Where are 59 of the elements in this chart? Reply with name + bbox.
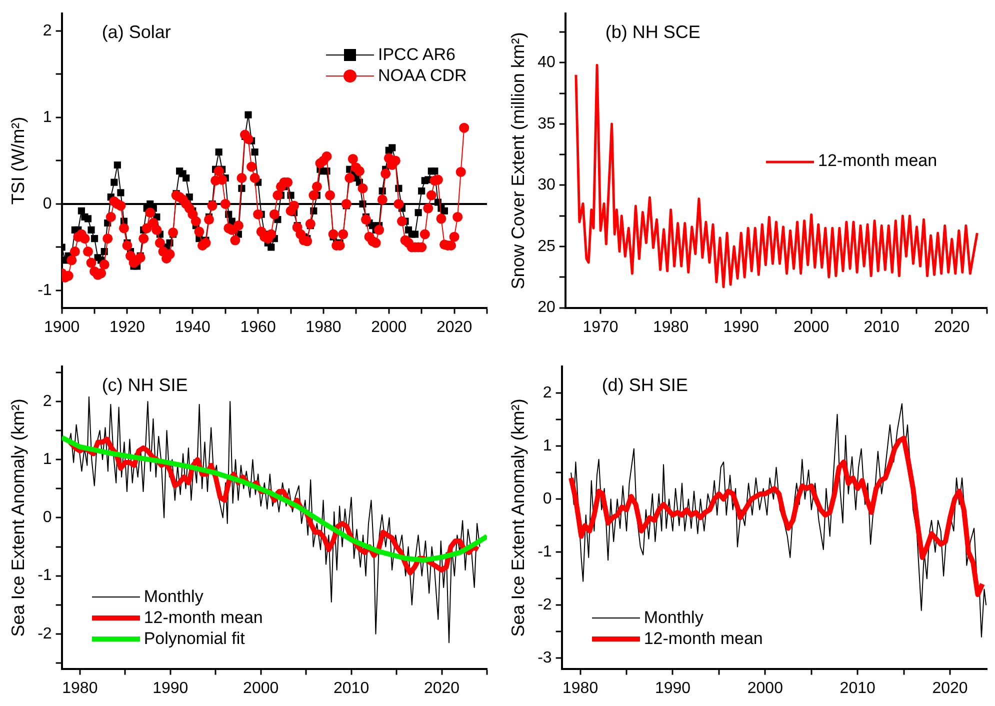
y-tick-label: 0 xyxy=(42,509,52,526)
y-tick-label: 0 xyxy=(542,490,552,508)
y-tick-label: 30 xyxy=(538,176,556,194)
x-tick-label: 2000 xyxy=(371,318,407,336)
y-tick-label: 40 xyxy=(538,54,556,72)
y-tick-label: -1 xyxy=(538,544,552,561)
legend-label: NOAA CDR xyxy=(377,64,467,86)
x-tick-label: 1970 xyxy=(582,318,618,336)
x-tick-label: 1920 xyxy=(109,318,146,336)
x-tick-label: 1980 xyxy=(653,318,689,336)
x-tick-label: 2010 xyxy=(840,680,876,697)
x-tick-label: 2000 xyxy=(794,318,830,336)
x-tick-label: 1960 xyxy=(240,318,276,336)
text: (b) NH SCE xyxy=(605,22,700,43)
y-tick-label: -2 xyxy=(38,625,52,642)
x-tick-label: 2020 xyxy=(436,318,472,336)
y-tick-label: 2 xyxy=(42,392,52,410)
y-tick-label: 35 xyxy=(538,115,556,132)
y-tick-label: 20 xyxy=(538,299,556,316)
x-tick-label: 1900 xyxy=(44,318,80,336)
y-axis-title: Sea Ice Extent Anomaly (km²) xyxy=(508,398,528,637)
y-tick-label: -2 xyxy=(538,596,552,614)
legend-label: Monthly xyxy=(642,606,704,628)
x-tick-label: 1980 xyxy=(562,680,598,697)
x-tick-label: 2020 xyxy=(424,680,460,697)
y-tick-label: 0 xyxy=(42,195,52,212)
y-axis-title: Snow Cover Extent (million km²) xyxy=(508,32,528,290)
x-tick-label: 2020 xyxy=(932,680,968,697)
x-tick-label: 1940 xyxy=(174,318,211,336)
x-tick-label: 1980 xyxy=(62,680,98,697)
chart-title: (a) Solar xyxy=(102,22,171,43)
legend-label: 12-month mean xyxy=(817,150,938,172)
x-tick-label: 1990 xyxy=(152,680,188,697)
x-tick-label: 1990 xyxy=(723,318,759,336)
text: (c) NH SIE xyxy=(102,374,188,396)
x-tick-label: 2000 xyxy=(243,680,279,697)
legend-label: Monthly xyxy=(142,586,204,607)
x-tick-label: 2020 xyxy=(934,318,970,336)
y-tick-label: 25 xyxy=(538,238,556,255)
x-tick-label: 1980 xyxy=(306,318,342,336)
y-axis-title: TSI (W/m²) xyxy=(8,116,28,205)
y-tick-label: -1 xyxy=(38,282,52,299)
y-tick-label: -1 xyxy=(38,567,52,584)
y-tick-label: 2 xyxy=(542,384,552,402)
y-tick-label: 2 xyxy=(42,22,52,40)
y-tick-label: 1 xyxy=(542,438,552,455)
x-tick-label: 2010 xyxy=(334,680,370,697)
y-tick-label: -3 xyxy=(538,650,552,667)
y-tick-label: 1 xyxy=(42,450,52,468)
legend-label: Polynomial fit xyxy=(142,628,246,649)
y-tick-label: 1 xyxy=(42,108,52,126)
y-axis-title: Sea Ice Extent Anomaly (km²) xyxy=(8,398,28,637)
x-tick-label: 2000 xyxy=(747,680,784,697)
legend-label: 12-month mean xyxy=(642,628,763,649)
x-tick-label: 1990 xyxy=(654,680,691,697)
legend-label: 12-month mean xyxy=(142,606,263,628)
x-tick-label: 2010 xyxy=(864,318,900,336)
legend-label: IPCC AR6 xyxy=(377,44,456,65)
text: (d) SH SIE xyxy=(602,374,688,396)
